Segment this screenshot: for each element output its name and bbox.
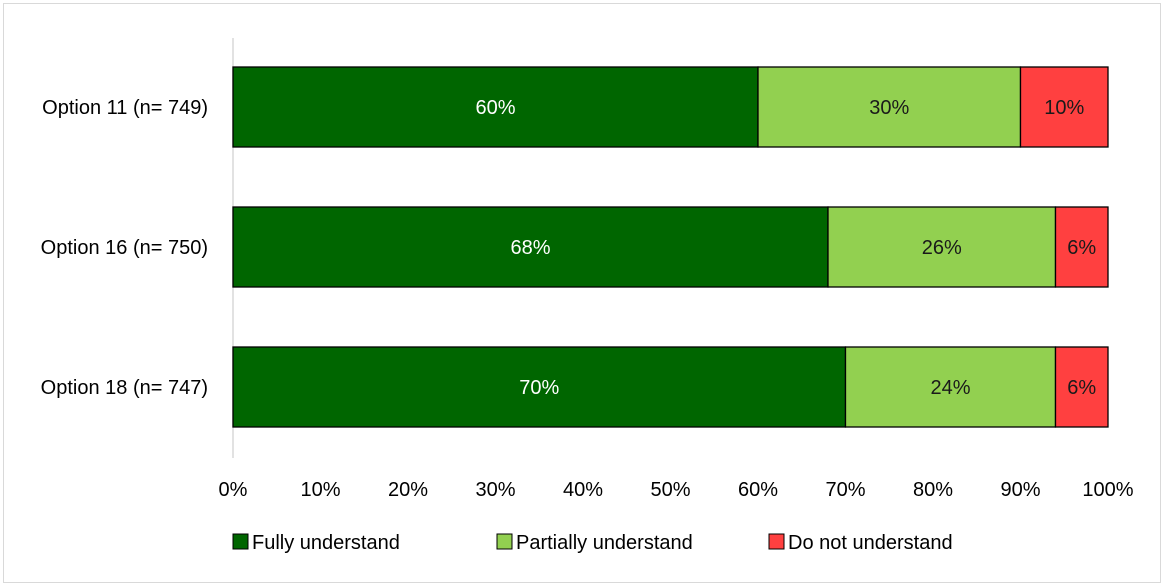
legend-label: Partially understand [516,532,693,554]
x-tick-label: 0% [219,479,248,501]
bar-segment [232,346,847,428]
data-label: 60% [475,97,515,119]
legend-swatch [232,533,249,550]
x-tick-label: 60% [738,479,778,501]
data-label: 24% [930,377,970,399]
category-label: Option 18 (n= 747) [41,377,208,399]
legend-label: Do not understand [788,532,953,554]
bar-segment [1019,66,1109,148]
x-tick-label: 90% [1000,479,1040,501]
legend-item: Fully understand [232,532,400,554]
x-tick-label: 20% [388,479,428,501]
data-label: 70% [519,377,559,399]
x-tick-label: 100% [1082,479,1133,501]
legend-item: Partially understand [496,532,693,554]
bar-segment [232,66,759,148]
legend-item: Do not understand [768,532,953,554]
bar-segment [844,346,1057,428]
bar-segment [827,206,1057,288]
x-tick-label: 10% [300,479,340,501]
x-tick-label: 50% [650,479,690,501]
data-label: 30% [869,97,909,119]
legend-label: Fully understand [252,532,400,554]
category-label: Option 11 (n= 749) [42,97,208,119]
x-tick-label: 70% [825,479,865,501]
category-label: Option 16 (n= 750) [41,237,208,259]
legend-swatch [496,533,513,550]
data-label: 68% [510,237,550,259]
data-label: 10% [1044,97,1084,119]
x-tick-label: 40% [563,479,603,501]
data-label: 6% [1067,237,1096,259]
bar-segment [1054,206,1109,288]
legend-swatch [768,533,785,550]
data-label: 6% [1067,377,1096,399]
x-tick-label: 30% [475,479,515,501]
data-label: 26% [922,237,962,259]
bar-segment [232,206,829,288]
bar-segment [1054,346,1109,428]
x-tick-label: 80% [913,479,953,501]
